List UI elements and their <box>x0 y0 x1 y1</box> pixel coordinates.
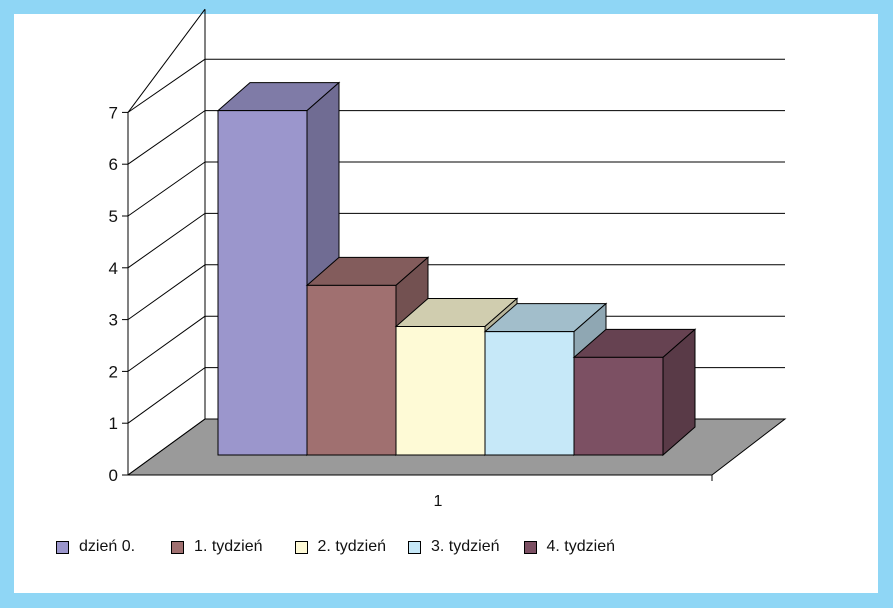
bar <box>573 356 664 456</box>
legend-swatch <box>523 540 537 554</box>
gridline-diagonal <box>127 212 206 269</box>
legend-swatch <box>171 540 185 554</box>
bar <box>484 331 575 456</box>
gridline-diagonal <box>127 110 206 165</box>
legend-label: 4. tydzień <box>546 538 615 555</box>
y-tick-label: 6 <box>109 155 118 174</box>
y-tick-label: 3 <box>109 311 118 330</box>
legend-swatch <box>294 540 308 554</box>
bar <box>306 284 397 456</box>
chart-legend: dzień 0. 1. tydzień 2. tydzień 3. tydzień 4.… <box>56 538 615 556</box>
legend-swatch <box>56 540 69 554</box>
bar <box>217 110 308 456</box>
y-tick-label: 7 <box>109 103 118 122</box>
legend-label: 2. tydzień <box>317 538 387 555</box>
legend-label: dzień 0. <box>79 538 136 555</box>
legend-swatch <box>408 540 422 554</box>
legend-item: 4. tydzień <box>523 538 615 556</box>
legend-label: 1. tydzień <box>194 538 263 555</box>
gridline-diagonal <box>127 58 206 113</box>
bar <box>395 326 486 456</box>
y-tick-label: 1 <box>109 414 118 433</box>
legend-item: dzień 0. <box>56 538 135 556</box>
gridline-diagonal <box>127 315 206 372</box>
gridline-diagonal <box>127 161 206 217</box>
gridline-diagonal <box>127 418 206 476</box>
y-tick-label: 0 <box>109 466 118 485</box>
legend-item: 3. tydzień <box>408 538 500 556</box>
y-tick-label: 5 <box>109 207 118 226</box>
y-tick-label: 4 <box>109 259 118 278</box>
gridline-diagonal <box>127 264 206 321</box>
legend-label: 3. tydzień <box>431 538 500 555</box>
x-category-label: 1 <box>434 493 443 510</box>
legend-item: 2. tydzień <box>294 538 387 556</box>
gridline-diagonal <box>127 367 206 424</box>
y-tick-label: 2 <box>109 362 118 381</box>
gridline-diagonal <box>127 8 206 113</box>
legend-item: 1. tydzień <box>171 538 263 556</box>
